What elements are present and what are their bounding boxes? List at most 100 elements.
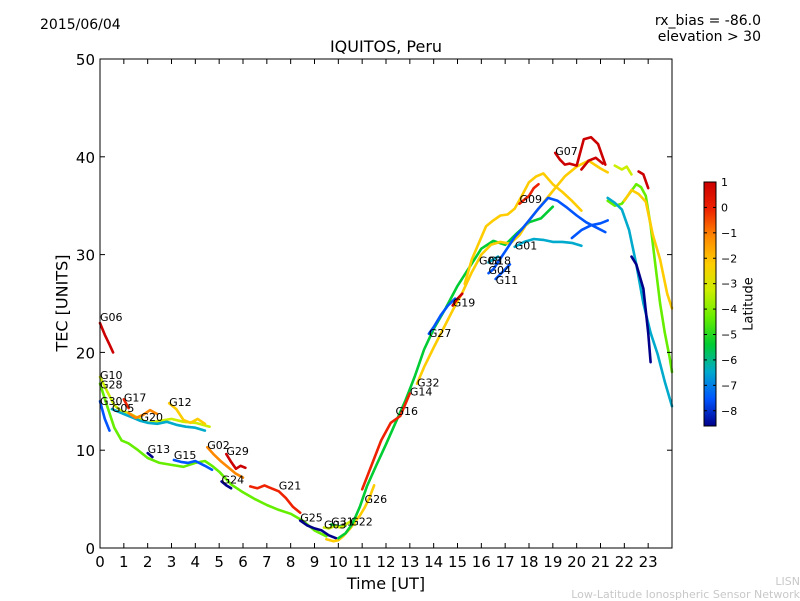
series-line-g15 (172, 458, 214, 472)
series-line-g_late4 (637, 170, 650, 190)
series-line-g29 (225, 452, 247, 471)
x-tick-label: 21 (591, 553, 610, 571)
colorbar-tick-label: −4 (721, 303, 737, 316)
x-tick-label: 1 (119, 553, 129, 571)
series-line-g06 (98, 321, 115, 354)
y-tick-label: 10 (76, 442, 95, 460)
satellite-label-g30: G30 (100, 395, 123, 408)
series-line-g21 (248, 484, 302, 515)
series-line-g30 (98, 399, 111, 432)
satellite-label-g08: G08 (479, 254, 502, 267)
satellite-label-g09: G09 (519, 193, 542, 206)
satellite-label-g14: G14 (410, 385, 433, 398)
colorbar-tick-label: 1 (721, 176, 728, 189)
satellite-label-g07: G07 (555, 145, 578, 158)
series-line-g_late1 (606, 182, 674, 374)
series-line-g04 (487, 196, 607, 275)
series-line-g_late6 (613, 164, 633, 176)
x-tick-label: 16 (472, 553, 491, 571)
satellite-label-g26: G26 (365, 493, 388, 506)
series-line-g05 (110, 407, 207, 432)
colorbar-tick-label: 0 (721, 201, 728, 214)
x-tick-label: 10 (329, 553, 348, 571)
x-tick-label: 3 (167, 553, 177, 571)
colorbar-tick-label: −3 (721, 278, 737, 291)
satellite-label-g04: G04 (488, 264, 511, 277)
colorbar-label: Latitude (741, 277, 757, 331)
y-tick-label: 20 (76, 344, 95, 362)
x-tick-label: 19 (543, 553, 562, 571)
series-line-g11 (494, 263, 512, 281)
satellite-label-g29: G29 (226, 445, 249, 458)
satellite-label-g03: G03 (324, 518, 347, 531)
x-tick-label: 18 (519, 553, 538, 571)
series-line-g24 (220, 480, 233, 490)
x-tick-label: 4 (191, 553, 201, 571)
satellite-label-g12: G12 (169, 396, 192, 409)
series-line-g28 (98, 382, 328, 538)
y-axis-label: TEC [UNITS] (52, 254, 72, 352)
satellite-label-g02: G02 (207, 439, 230, 452)
satellite-label-g28: G28 (100, 379, 123, 392)
satellite-label-g15: G15 (174, 449, 197, 462)
satellite-label-g01: G01 (515, 240, 538, 253)
satellite-label-g06: G06 (100, 311, 123, 324)
y-tick-label: 50 (76, 51, 95, 69)
x-tick-label: 9 (310, 553, 320, 571)
series-line-g13 (146, 451, 154, 459)
satellite-label-g24: G24 (222, 473, 245, 486)
credit-long: Low-Latitude Ionospheric Sensor Network (571, 588, 800, 601)
y-tick-label: 0 (85, 540, 95, 558)
colorbar-tick-label: −8 (721, 405, 737, 418)
plot-frame (99, 58, 673, 549)
series-line-g32 (415, 159, 610, 386)
credit-short: LISN (775, 575, 800, 588)
satellite-label-g05: G05 (112, 402, 135, 415)
x-tick-label: 7 (262, 553, 272, 571)
colorbar-tick-label: −6 (721, 354, 737, 367)
colorbar-tick-label: −1 (721, 227, 737, 240)
series-line-g09 (518, 182, 540, 205)
satellite-label-g13: G13 (148, 443, 171, 456)
series-line-g08 (463, 172, 583, 286)
series-line-g25 (298, 519, 338, 540)
satellite-label-g19: G19 (453, 296, 476, 309)
satellite-label-g21: G21 (279, 479, 302, 492)
rx-bias-label: rx_bias = -86.0 (654, 13, 761, 29)
colorbar (703, 181, 717, 427)
satellite-label-g22: G22 (350, 516, 373, 529)
series-line-g14 (360, 392, 412, 491)
series-line-g_late2 (622, 188, 674, 310)
series-line-g20 (127, 408, 159, 420)
series-line-g02 (206, 445, 245, 479)
x-tick-label: 6 (238, 553, 248, 571)
x-tick-label: 0 (95, 553, 105, 571)
series-line-g27 (427, 297, 457, 336)
colorbar-tick-label: −5 (721, 329, 737, 342)
x-axis-label: Time [UT] (346, 574, 426, 593)
satellite-label-g31: G31 (331, 516, 354, 529)
date-label: 2015/06/04 (40, 17, 121, 33)
series-line-g_late3 (606, 196, 674, 408)
series-line-g12 (167, 401, 207, 426)
satellite-label-g11: G11 (496, 274, 519, 287)
x-tick-label: 17 (496, 553, 515, 571)
x-tick-label: 20 (567, 553, 586, 571)
series-line-g07 (553, 135, 607, 167)
satellite-label-g25: G25 (300, 512, 323, 525)
series-line-g17 (122, 397, 130, 410)
satellite-label-g17: G17 (124, 391, 147, 404)
satellite-label-g16: G16 (396, 405, 419, 418)
x-tick-label: 11 (353, 553, 372, 571)
satellite-label-g18: G18 (488, 254, 511, 267)
x-tick-label: 15 (448, 553, 467, 571)
x-tick-label: 23 (639, 553, 658, 571)
series-line-g07b (580, 156, 605, 171)
satellite-label-g10: G10 (100, 369, 123, 382)
satellite-label-g27: G27 (429, 327, 452, 340)
x-tick-label: 13 (400, 553, 419, 571)
x-tick-label: 8 (286, 553, 296, 571)
satellite-label-g20: G20 (141, 411, 164, 424)
colorbar-tick-label: −7 (721, 379, 737, 392)
